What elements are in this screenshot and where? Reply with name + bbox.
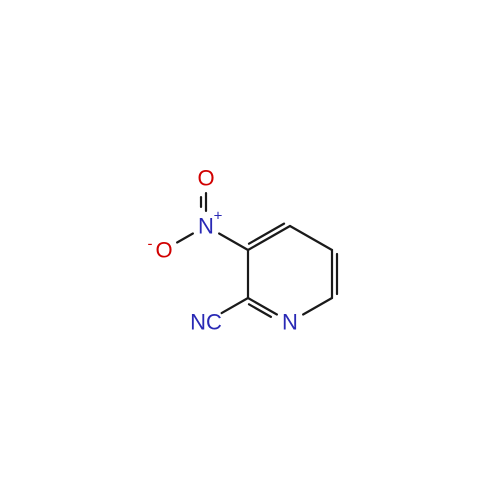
atom-label-o_dbl: O: [197, 166, 214, 191]
charge-n_nitro: +: [214, 208, 223, 225]
charge-o_neg: -: [148, 236, 153, 253]
molecule-svg: NNCNOO+-: [0, 0, 500, 500]
atom-label-o_neg: O: [155, 238, 172, 263]
atom-label-n_nitro: N: [198, 214, 214, 239]
chemical-structure-figure: NNCNOO+-: [0, 0, 500, 500]
atom-label-n_ring: N: [282, 310, 298, 335]
atom-label-nc: NC: [190, 310, 222, 335]
